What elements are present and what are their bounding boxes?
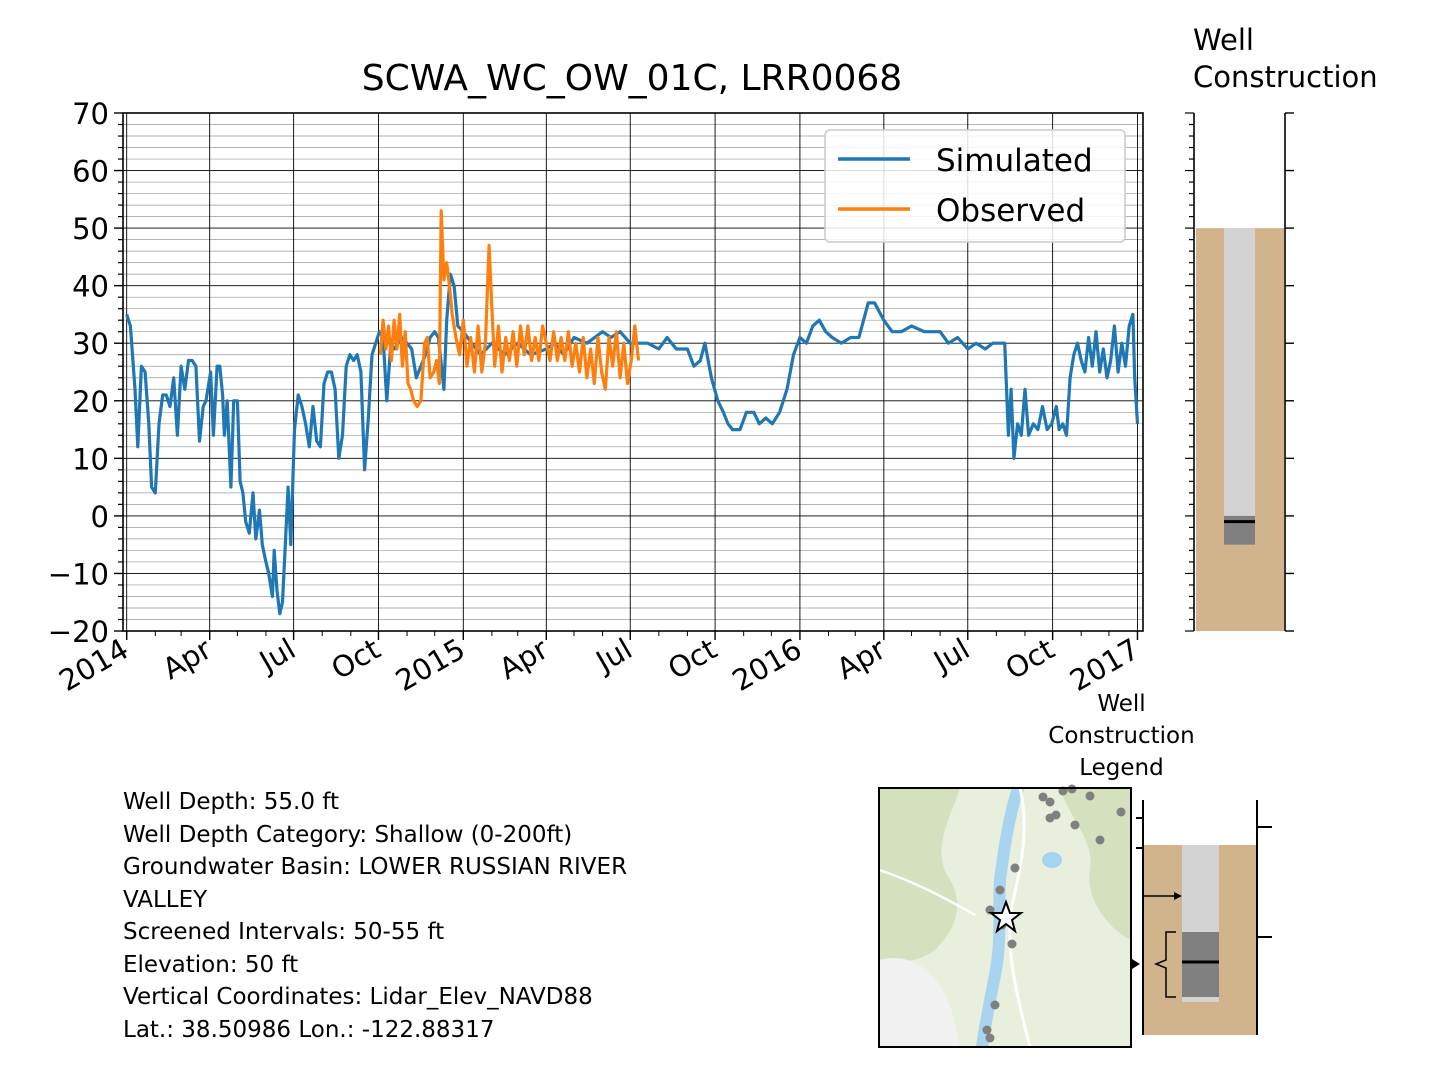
wc-title-line: Well [1193, 23, 1254, 57]
info-depth-category: Well Depth Category: Shallow (0-200ft) [123, 821, 573, 848]
arrow-icon [1132, 959, 1140, 969]
map-well-point [990, 1000, 1000, 1010]
y-axis: 70 60 50 40 30 20 10 0 −10 −20 [48, 97, 123, 649]
x-tick-label: Oct [1000, 632, 1060, 687]
location-map [878, 784, 1132, 1048]
legend-caption-line: Legend [1079, 755, 1164, 781]
well-construction-title: Well Construction [1193, 22, 1378, 96]
well-construction-legend-caption: Well Construction Legend [1024, 688, 1219, 784]
y-tick-label: 30 [72, 327, 109, 361]
legend-screen [1182, 932, 1219, 997]
y-tick-label: −10 [48, 557, 109, 591]
y-tick-label: 20 [72, 385, 109, 419]
map-hills [879, 788, 960, 970]
y-tick-label: 40 [72, 270, 109, 304]
wc-ticks [1185, 112, 1294, 632]
series-layer [125, 209, 1140, 616]
map-well-point [982, 1025, 992, 1035]
casing [1224, 228, 1255, 545]
map-well-point [995, 885, 1005, 895]
legend-caption-line: Well [1097, 691, 1146, 717]
series-line-simulated [125, 272, 1140, 616]
map-lake [1042, 852, 1062, 868]
x-tick-label: Oct [662, 632, 722, 687]
map-well-point [1116, 807, 1126, 817]
y-tick-label: 10 [72, 442, 109, 476]
map-well-point [1051, 810, 1061, 820]
x-tick-label: 2015 [390, 632, 471, 698]
x-tick-label: Apr [493, 632, 554, 687]
star-icon [988, 899, 1024, 934]
wc-title-line: Construction [1193, 60, 1378, 94]
map-well-point [985, 1033, 995, 1043]
chart-legend: Simulated Observed [824, 129, 1126, 243]
info-elevation: Elevation: 50 ft [123, 951, 299, 978]
info-screened: Screened Intervals: 50-55 ft [123, 919, 445, 945]
x-tick-label: 2016 [727, 632, 808, 698]
info-basin-cont: VALLEY [123, 886, 208, 913]
map-road [1008, 787, 1032, 1048]
well-info: Well Depth: 55.0 ft Well Depth Category:… [123, 786, 763, 1046]
map-well-point [1085, 791, 1095, 801]
info-basin: Groundwater Basin: LOWER RUSSIAN RIVER [123, 854, 628, 880]
x-axis: 2014 Apr Jul Oct 2015 Apr Jul Oct 2016 Apr Jul Oct 2… [53, 631, 1145, 698]
info-well-depth: Well Depth: 55.0 ft [123, 789, 339, 815]
map-well-point [1045, 797, 1055, 807]
arrow-icon [1174, 892, 1182, 900]
chart-title: SCWA_WC_OW_01C, LRR0068 [362, 58, 902, 99]
y-tick-label: −20 [48, 615, 109, 649]
legend-label-simulated: Simulated [936, 143, 1093, 179]
map-hills [1060, 788, 1131, 940]
map-well-point [1038, 792, 1048, 802]
map-well-point [1010, 863, 1020, 873]
plot-frame [122, 112, 1144, 632]
map-road [878, 868, 976, 917]
info-vertical: Vertical Coordinates: Lidar_Elev_NAVD88 [123, 984, 593, 1010]
series-line-observed [378, 209, 641, 409]
y-tick-label: 60 [72, 155, 109, 189]
y-tick-label: 50 [72, 212, 109, 246]
map-well-point [1095, 835, 1105, 845]
well-construction-legend [1132, 800, 1272, 1035]
x-tick-label: Apr [831, 632, 892, 687]
map-well-point [1007, 939, 1017, 949]
map-lowland [879, 958, 960, 1047]
map-frame [878, 787, 1132, 1048]
info-latlon: Lat.: 38.50986 Lon.: -122.88317 [123, 1016, 495, 1043]
legend-label-observed: Observed [936, 193, 1085, 229]
x-tick-label: Oct [326, 632, 386, 687]
x-tick-label: Apr [157, 632, 218, 687]
map-well-point [1070, 820, 1080, 830]
legend-caption-line: Construction [1048, 723, 1195, 749]
well-construction-panel [1185, 112, 1294, 632]
bracket-icon [1153, 931, 1176, 998]
y-tick-label: 0 [91, 500, 109, 534]
y-tick-label: 70 [72, 97, 109, 131]
